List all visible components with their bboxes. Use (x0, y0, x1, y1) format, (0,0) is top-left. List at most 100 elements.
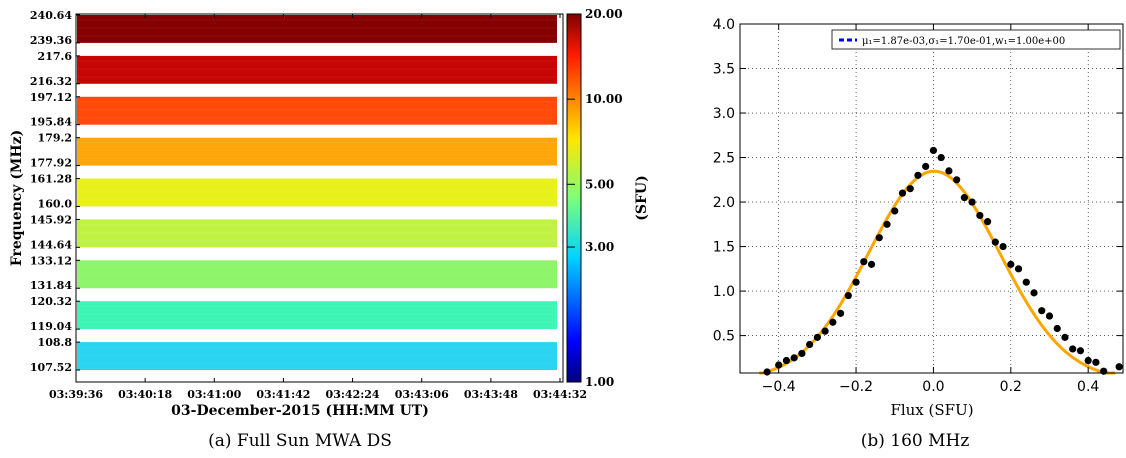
x-tick-label: −0.4 (762, 379, 796, 395)
y-tick-label: 119.04 (30, 320, 72, 333)
y-tick-label: 1.5 (713, 240, 735, 256)
y-tick-label: 144.64 (30, 238, 72, 251)
band-5 (77, 219, 557, 248)
y-tick-label: 1.0 (713, 284, 735, 300)
band-7 (77, 301, 557, 330)
data-point (976, 211, 984, 220)
caption-a: (a) Full Sun MWA DS (208, 431, 392, 451)
colorbar-tick-label: 1.00 (585, 375, 614, 389)
colorbar-tick-label: 10.00 (585, 92, 623, 106)
data-point (968, 198, 976, 206)
band-1 (77, 55, 557, 84)
data-point (875, 234, 883, 242)
band-2 (77, 96, 557, 125)
y-tick-label: 2.0 (713, 195, 735, 211)
y-tick-label: 177.92 (30, 157, 72, 170)
y-tick-label: 240.64 (30, 9, 72, 22)
data-point (1092, 358, 1100, 366)
data-point (1053, 324, 1061, 333)
colorbar-tick-label: 3.00 (585, 240, 614, 254)
y-tick-label: 107.52 (30, 361, 72, 374)
y-tick-label: 133.12 (30, 254, 72, 267)
y-tick-labels: 0.5 1.0 1.5 2.0 2.5 3.0 3.5 4.0 (713, 17, 1123, 345)
legend-box (831, 29, 1121, 50)
data-point (860, 258, 868, 266)
data-point (763, 368, 771, 376)
x-tick-label: 03:43:48 (464, 388, 518, 401)
data-point (1014, 265, 1023, 273)
data-point (775, 361, 783, 369)
band-6 (77, 260, 557, 289)
data-point (960, 194, 968, 202)
y-tick-label: 131.84 (30, 279, 72, 292)
legend: μ₁=1.87e-03,σ₁=1.70e-01,w₁=1.00e+00 (831, 29, 1121, 50)
data-point (945, 167, 953, 175)
data-point (1100, 367, 1108, 375)
data-point (852, 278, 860, 286)
y-tick-label: 216.32 (30, 75, 72, 88)
data-point (798, 349, 806, 358)
data-point (1076, 347, 1085, 355)
x-tick-label: 03:42:24 (326, 388, 380, 401)
data-point (790, 354, 798, 362)
y-tick-label: 197.12 (30, 91, 72, 104)
y-tick-label: 120.32 (30, 295, 72, 308)
data-point (1007, 260, 1015, 268)
colorbar-label: (SFU) (634, 175, 650, 221)
data-point (1084, 356, 1092, 365)
y-tick-label: 217.6 (38, 50, 73, 63)
colorbar-ticks: 20.00 10.00 5.00 3.00 1.00 (567, 7, 623, 389)
x-tick-label: 0.2 (1000, 379, 1022, 395)
data-point (983, 218, 992, 226)
y-axis-label: Frequency (MHz) (9, 130, 25, 267)
x-tick-label: 03:44:32 (533, 388, 587, 401)
data-point (898, 189, 907, 197)
data-point (1069, 345, 1077, 353)
dynamic-spectrum-figure: 03:39:36 03:40:18 03:41:00 03:41:42 03:42:24… (9, 7, 650, 451)
y-tick-label: 145.92 (30, 213, 72, 226)
data-points (763, 146, 1123, 376)
y-tick-label: 179.2 (38, 132, 72, 145)
data-point (1045, 312, 1054, 320)
data-point (1022, 278, 1030, 286)
histogram-plot-frame (739, 23, 1124, 374)
y-tick-label: 3.5 (713, 62, 735, 78)
data-point (821, 327, 829, 335)
x-axis-label: 03-December-2015 (HH:MM UT) (171, 403, 429, 419)
x-tick-label: −0.2 (839, 379, 873, 395)
data-point (906, 185, 914, 193)
x-tick-labels: −0.4 −0.2 0.0 0.2 0.4 (762, 24, 1099, 395)
data-point (836, 309, 845, 317)
data-point (922, 162, 930, 171)
colorbar (566, 13, 582, 383)
spectrum-plot-frame (75, 13, 564, 383)
band-4 (77, 178, 557, 207)
colorbar-tick-label: 20.00 (585, 7, 623, 21)
data-point (1115, 363, 1123, 371)
caption-b: (b) 160 MHz (861, 431, 970, 451)
colorbar-tick-label: 5.00 (585, 177, 614, 191)
data-point (891, 207, 899, 215)
y-tick-label: 161.28 (30, 173, 72, 186)
y-tick-label: 0.5 (713, 329, 735, 345)
data-point (806, 340, 814, 349)
band-3 (77, 137, 557, 166)
x-tick-label: 03:41:00 (187, 388, 241, 401)
y-tick-label: 4.0 (713, 17, 735, 33)
data-point (844, 291, 852, 300)
x-tick-label: 03:41:42 (256, 388, 310, 401)
data-point (883, 220, 891, 228)
x-tick-label: 0.4 (1077, 379, 1099, 395)
band-8 (77, 342, 557, 370)
data-point (914, 171, 922, 179)
data-point (1038, 307, 1046, 315)
x-tick-label: 03:39:36 (49, 388, 103, 401)
histogram-fit-figure: −0.4 −0.2 0.0 0.2 0.4 0.5 1.0 1.5 2.0 2.5 3.0 3.5 4… (713, 17, 1124, 451)
y-tick-label: 2.5 (713, 151, 735, 167)
x-tick-labels: 03:39:36 03:40:18 03:41:00 03:41:42 03:42:24… (49, 14, 587, 401)
data-point (867, 260, 876, 268)
x-tick-label: 03:43:06 (395, 388, 449, 401)
grid (740, 23, 1123, 373)
y-tick-labels: 240.64 239.36 217.6 216.32 197.12 195.84 179.2… (30, 9, 80, 374)
legend-text: μ₁=1.87e-03,σ₁=1.70e-01,w₁=1.00e+00 (862, 36, 1065, 47)
